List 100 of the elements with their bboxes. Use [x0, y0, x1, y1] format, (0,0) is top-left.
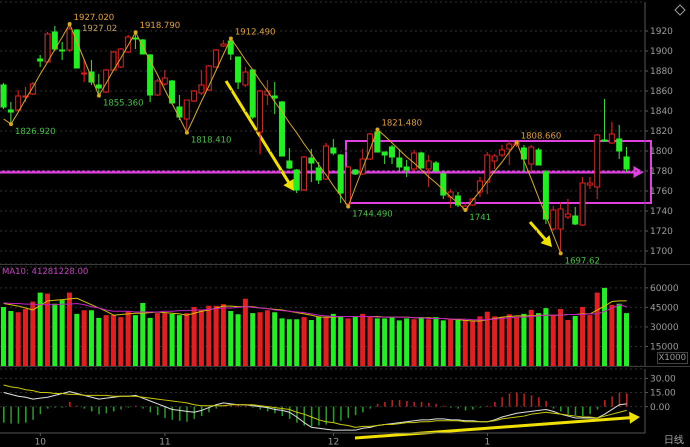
bar	[258, 312, 263, 366]
bar	[455, 319, 460, 366]
point	[346, 204, 350, 209]
bar	[492, 316, 498, 366]
x-tick-label: 10	[34, 437, 46, 447]
bar	[506, 314, 512, 366]
line-series	[3, 23, 562, 254]
bar	[448, 319, 454, 366]
bar	[220, 304, 226, 366]
bar	[418, 317, 424, 366]
bar	[330, 314, 336, 366]
bar	[184, 313, 190, 366]
data-label: 1912.490	[234, 28, 276, 38]
y-tick-label: 1860	[650, 87, 674, 98]
bar	[521, 314, 526, 366]
bar	[440, 320, 446, 366]
data-label: 1826.920	[14, 127, 56, 138]
bar	[214, 306, 219, 366]
bar	[404, 318, 410, 366]
bar	[543, 308, 548, 366]
bar	[294, 319, 300, 366]
bar	[411, 319, 416, 366]
annotation: MA10: 41281228.00	[2, 267, 88, 277]
x-tick-label: 1	[484, 437, 490, 447]
bar	[16, 312, 21, 366]
data-label: 1855.360	[102, 98, 144, 109]
bar	[286, 319, 292, 366]
bar	[433, 317, 438, 366]
bar	[250, 313, 256, 366]
y-tick-label: 1900	[650, 47, 674, 58]
bar	[462, 320, 468, 366]
y-tick-label: 60000	[650, 284, 679, 294]
data-label: 1741	[469, 213, 492, 223]
y-tick-label: 15.00	[650, 388, 676, 399]
bar	[228, 311, 234, 366]
bar	[477, 316, 482, 366]
bar	[514, 317, 520, 366]
y-tick-label: 1880	[650, 67, 674, 78]
bar	[484, 312, 490, 366]
bar	[118, 317, 124, 366]
bar	[206, 306, 212, 366]
data-label: 1818.410	[190, 136, 232, 146]
y-tick-label: 1840	[650, 107, 674, 118]
line-series	[3, 302, 628, 320]
bar	[338, 316, 344, 366]
line-series	[3, 391, 628, 431]
bar	[316, 316, 322, 366]
bar	[126, 311, 131, 366]
y-tick-label: 1820	[650, 127, 674, 138]
y-tick-label: 1920	[650, 27, 674, 38]
y-tick-label: 45000	[650, 304, 679, 314]
candlestick	[616, 124, 622, 160]
bar	[616, 304, 622, 366]
bar	[38, 292, 43, 366]
bar	[624, 313, 630, 366]
bar	[345, 318, 350, 366]
bar	[587, 315, 592, 366]
x-axis-title: 日线	[664, 434, 684, 447]
bar	[60, 300, 65, 366]
point	[134, 30, 138, 34]
candlestick	[8, 102, 14, 124]
bar	[550, 315, 556, 366]
bar	[602, 288, 608, 366]
candlestick	[59, 42, 66, 60]
bar	[470, 321, 476, 366]
y-tick-label: 1720	[650, 227, 674, 238]
x-tick-label: 11	[159, 437, 171, 447]
bar	[22, 308, 28, 366]
bar	[1, 306, 6, 366]
bar	[132, 315, 138, 366]
bar	[88, 310, 94, 366]
bar	[264, 310, 270, 366]
candlestick	[426, 154, 432, 188]
bar	[192, 306, 197, 366]
bar	[176, 315, 182, 366]
bar	[382, 318, 388, 366]
y-tick-label: 1740	[650, 207, 674, 218]
bar	[104, 315, 109, 366]
bar	[74, 314, 80, 366]
y-axis-title: X1000	[656, 352, 688, 364]
bar	[198, 310, 204, 366]
bar	[236, 314, 241, 366]
annotation: 1927.02	[82, 24, 118, 34]
point	[558, 251, 563, 256]
bar	[66, 292, 72, 366]
y-tick-label: 0.00	[650, 402, 670, 413]
candlestick	[81, 60, 88, 82]
bar	[96, 318, 102, 366]
y-tick-label: 30000	[650, 323, 679, 334]
bar	[44, 294, 50, 366]
bar	[389, 317, 394, 366]
bar	[352, 316, 358, 366]
bar	[302, 317, 307, 366]
bar	[565, 320, 570, 366]
bar	[140, 302, 146, 366]
y-tick-label: 30.00	[650, 374, 676, 385]
bar	[594, 292, 600, 366]
y-tick-label: 1700	[650, 247, 674, 258]
data-label: 1697.62	[564, 256, 600, 266]
data-label: 1918.790	[140, 21, 180, 32]
